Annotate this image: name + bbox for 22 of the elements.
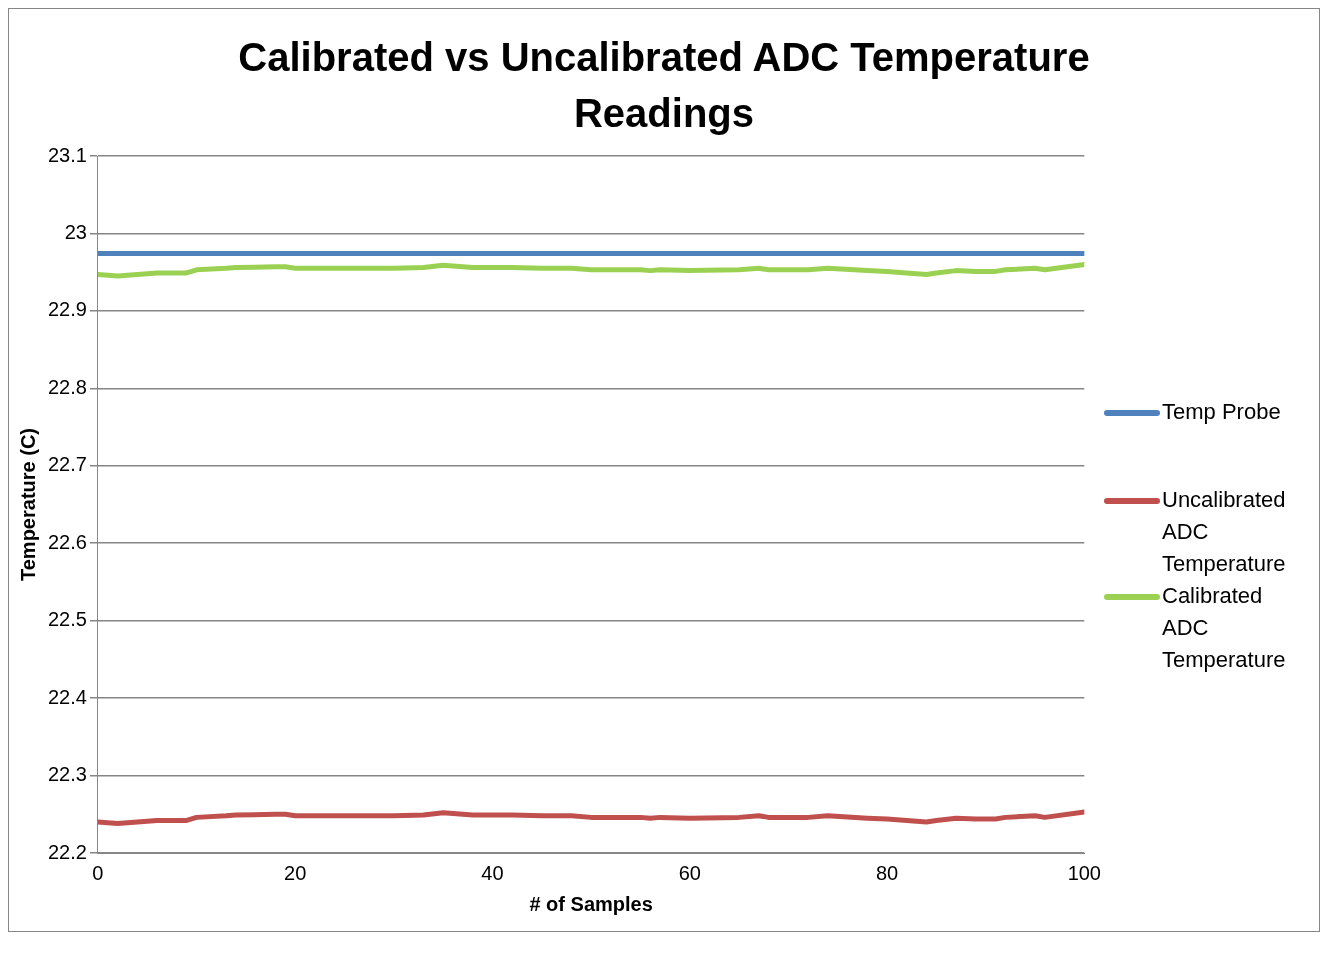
x-tick-label: 40 — [481, 861, 504, 884]
chart-title: Calibrated vs Uncalibrated ADC Temperature Readings — [237, 34, 1091, 137]
y-tick-label: 22.6 — [47, 530, 87, 553]
y-tick-label: 22.7 — [47, 453, 87, 476]
y-tick-label: 22.4 — [47, 685, 87, 708]
x-axis-title: # of Samples — [529, 892, 653, 915]
y-tick-label: 23 — [64, 220, 87, 243]
x-tick-label: 60 — [678, 861, 701, 884]
y-tick-label: 22.5 — [47, 608, 87, 631]
y-tick-label: 22.2 — [47, 840, 87, 863]
legend-label: Temp Probe — [1162, 398, 1281, 426]
y-tick-label: 22.9 — [47, 298, 87, 321]
y-axis-title: Temperature (C) — [16, 428, 39, 581]
legend-label: Calibrated ADC Temperature — [1162, 582, 1287, 674]
y-tick-label: 23.1 — [47, 143, 87, 166]
x-tick-label: 0 — [92, 861, 104, 884]
x-tick-label: 100 — [1067, 861, 1101, 884]
x-tick-label: 80 — [875, 861, 899, 884]
y-tick-label: 22.8 — [47, 375, 87, 398]
y-tick-label: 22.3 — [47, 763, 87, 786]
x-tick-label: 20 — [284, 861, 307, 884]
legend-label: Uncalibrated ADC Temperature — [1162, 486, 1287, 578]
